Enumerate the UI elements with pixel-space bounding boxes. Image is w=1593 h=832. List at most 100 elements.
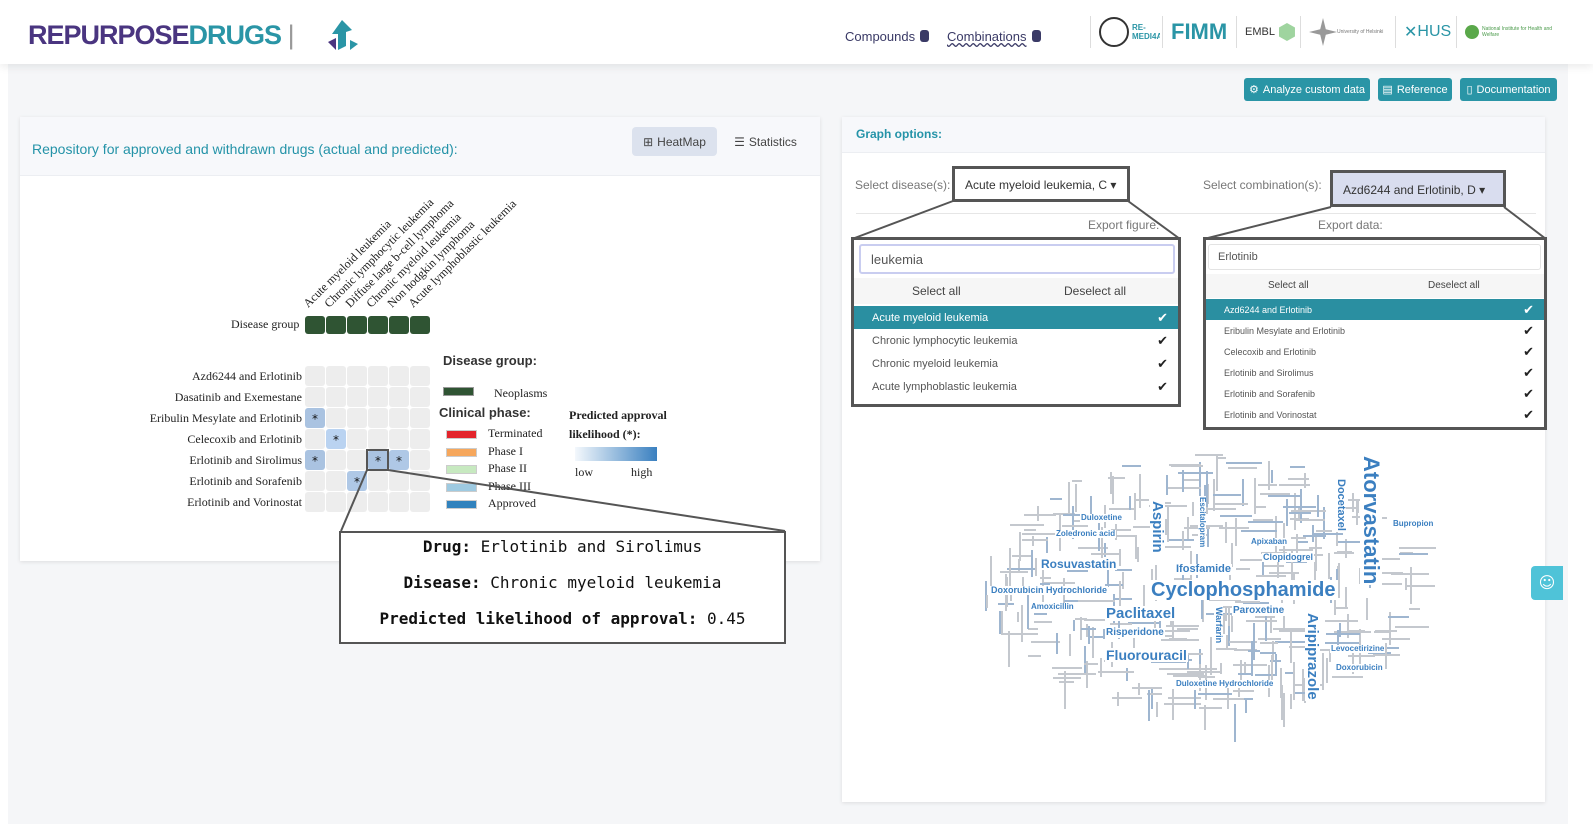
heatmap-cell[interactable] (410, 387, 430, 407)
heatmap-cell[interactable]: * (305, 450, 325, 470)
wordcloud-word[interactable]: Clopidogrel (1262, 552, 1314, 562)
wordcloud-word[interactable]: Rosuvastatin (1040, 557, 1118, 571)
documentation-button[interactable]: ▯ Documentation (1460, 78, 1557, 101)
heatmap-cell[interactable] (305, 429, 325, 449)
heatmap-cell[interactable] (326, 408, 346, 428)
wordcloud-word[interactable]: Doxorubicin (1335, 663, 1384, 672)
heatmap-cell[interactable] (368, 408, 388, 428)
heatmap-cell[interactable] (410, 429, 430, 449)
wordcloud-word[interactable]: Levocetirizine (1330, 644, 1386, 653)
heatmap-cell[interactable] (410, 471, 430, 491)
wordcloud-word[interactable]: Cyclophosphamide (1150, 579, 1337, 601)
dropdown-option[interactable]: Eribulin Mesylate and Erlotinib ✔ (1206, 320, 1544, 341)
heatmap-cell[interactable] (368, 492, 388, 512)
dropdown-option[interactable]: Erlotinib and Sirolimus ✔ (1206, 362, 1544, 383)
partner-logo-helsinki[interactable]: University of Helsinki (1300, 16, 1392, 48)
heatmap-cell[interactable] (305, 471, 325, 491)
heatmap-cell[interactable]: * (347, 471, 367, 491)
heatmap-cell[interactable]: * (326, 429, 346, 449)
partner-logo-fimm[interactable]: FIMM (1162, 16, 1234, 48)
heatmap-cell[interactable] (305, 366, 325, 386)
wordcloud-word[interactable]: Escitalopram (1198, 496, 1207, 549)
analyze-custom-data-button[interactable]: ⚙ Analyze custom data (1244, 78, 1370, 101)
partner-logo-remedi4all[interactable]: RE-MEDI4ALL (1090, 16, 1160, 48)
heatmap-cell[interactable] (305, 387, 325, 407)
wordcloud-word[interactable]: Paroxetine (1232, 605, 1286, 616)
wordcloud-word[interactable]: Bupropion (1392, 519, 1435, 528)
heatmap-cell[interactable] (410, 408, 430, 428)
heatmap-cell[interactable] (347, 366, 367, 386)
wordcloud-word[interactable]: Zoledronic acid (1055, 529, 1117, 538)
wordcloud-word[interactable]: Ifosfamide (1175, 563, 1233, 575)
wordcloud-word[interactable]: Doxorubicin Hydrochloride (990, 585, 1109, 595)
dropdown-option[interactable]: Acute lymphoblastic leukemia ✔ (854, 375, 1178, 398)
heatmap-cell[interactable] (368, 471, 388, 491)
heatmap-cell[interactable] (389, 471, 409, 491)
wordcloud-word[interactable]: Apixaban (1250, 537, 1289, 546)
wordcloud-word[interactable]: Aripiprazole (1304, 612, 1321, 701)
heatmap-cell[interactable]: * (368, 450, 388, 470)
reference-button[interactable]: ▤ Reference (1378, 78, 1452, 101)
heatmap-cell[interactable] (326, 450, 346, 470)
dropdown-option[interactable]: Chronic lymphocytic leukemia ✔ (854, 329, 1178, 352)
heatmap-cell[interactable] (326, 366, 346, 386)
disease-deselect-all-button[interactable]: Deselect all (1064, 284, 1127, 298)
combination-select[interactable]: Azd6244 and Erlotinib, D ▾ (1330, 170, 1506, 207)
wordcloud-minor-word (1166, 625, 1199, 628)
wordcloud-word[interactable]: Paclitaxel (1105, 605, 1177, 622)
heatmap-cell[interactable] (389, 366, 409, 386)
combination-select-all-button[interactable]: Select all (1268, 280, 1309, 291)
chat-icon[interactable]: ☺ (1531, 566, 1563, 600)
heatmap-cell[interactable] (326, 387, 346, 407)
dropdown-option[interactable]: Azd6244 and Erlotinib ✔ (1206, 299, 1544, 320)
dropdown-option[interactable]: Chronic myeloid leukemia ✔ (854, 352, 1178, 375)
wordcloud-minor-word (1304, 472, 1307, 488)
nav-compounds[interactable]: Compounds (845, 29, 930, 44)
wordcloud-word[interactable]: Duloxetine Hydrochloride (1175, 679, 1275, 688)
heatmap-cell[interactable] (347, 450, 367, 470)
heatmap-cell[interactable] (389, 387, 409, 407)
heatmap-cell[interactable] (389, 429, 409, 449)
tab-heatmap[interactable]: ⊞ HeatMap (632, 127, 717, 156)
wordcloud-word[interactable]: Fluorouracil (1105, 647, 1188, 663)
combination-search-input[interactable] (1208, 244, 1541, 270)
nav-combinations[interactable]: Combinations (947, 29, 1041, 44)
wordcloud-word[interactable]: Duloxetine (1080, 513, 1123, 522)
dropdown-option[interactable]: Erlotinib and Sorafenib ✔ (1206, 383, 1544, 404)
heatmap-cell[interactable] (368, 387, 388, 407)
wordcloud-word[interactable]: Amoxicillin (1030, 602, 1075, 611)
disease-select-all-button[interactable]: Select all (912, 284, 961, 298)
heatmap-cell[interactable] (347, 387, 367, 407)
heatmap-cell[interactable] (347, 492, 367, 512)
heatmap-cell[interactable] (410, 450, 430, 470)
heatmap-cell[interactable] (389, 492, 409, 512)
heatmap-cell[interactable] (368, 429, 388, 449)
dropdown-option[interactable]: Acute myeloid leukemia ✔ (854, 306, 1178, 329)
heatmap-cell[interactable] (326, 471, 346, 491)
heatmap-cell[interactable] (410, 366, 430, 386)
disease-search-input[interactable] (859, 244, 1175, 274)
partner-logo-thl[interactable]: National Institute for Health and Welfar… (1456, 16, 1556, 48)
wordcloud-word[interactable]: Risperidone (1105, 627, 1165, 638)
wordcloud-word[interactable]: Warfarin (1214, 606, 1224, 645)
heatmap-cell[interactable] (410, 492, 430, 512)
heatmap-cell[interactable] (347, 429, 367, 449)
site-logo[interactable]: REPURPOSEDRUGS | (28, 20, 295, 50)
heatmap-cell[interactable] (326, 492, 346, 512)
wordcloud-word[interactable]: Docetaxel (1335, 478, 1347, 532)
partner-logo-embl[interactable]: EMBL (1236, 16, 1296, 48)
dropdown-option[interactable]: Erlotinib and Vorinostat ✔ (1206, 404, 1544, 425)
wordcloud-word[interactable]: Aspirin (1149, 500, 1166, 554)
heatmap-cell[interactable] (389, 408, 409, 428)
heatmap-cell[interactable]: * (305, 408, 325, 428)
combination-deselect-all-button[interactable]: Deselect all (1428, 280, 1480, 291)
heatmap-cell[interactable] (368, 366, 388, 386)
tab-statistics[interactable]: ☰ Statistics (734, 134, 797, 149)
heatmap-cell[interactable]: * (389, 450, 409, 470)
disease-select[interactable]: Acute myeloid leukemia, C ▾ (952, 166, 1130, 202)
heatmap-cell[interactable] (305, 492, 325, 512)
wordcloud-word[interactable]: Atorvastatin (1359, 455, 1384, 586)
dropdown-option[interactable]: Celecoxib and Erlotinib ✔ (1206, 341, 1544, 362)
partner-logo-hus[interactable]: ✕ HUS (1395, 16, 1453, 48)
heatmap-cell[interactable] (347, 408, 367, 428)
